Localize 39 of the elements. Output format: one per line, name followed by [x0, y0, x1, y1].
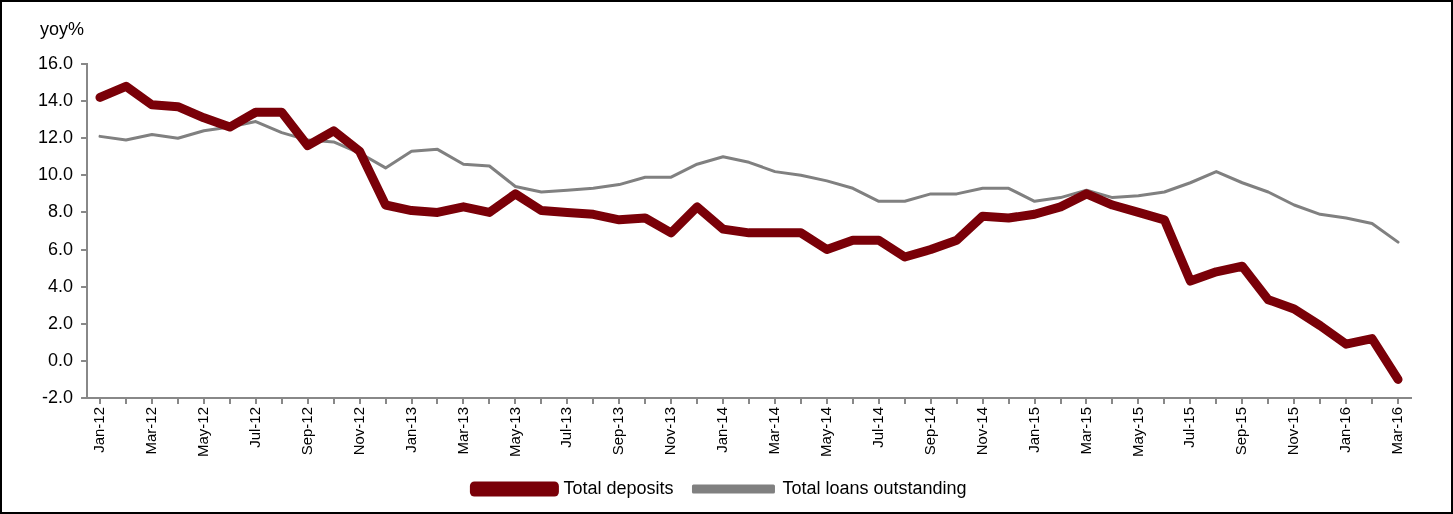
- y-tick-label: -2.0: [42, 386, 74, 407]
- x-tick-label: Jan-12: [90, 406, 108, 453]
- x-tick-label: Jul-13: [557, 406, 575, 448]
- legend-label: Total deposits: [563, 477, 674, 498]
- x-tick-label: Jul-14: [868, 406, 886, 448]
- x-tick-label: Mar-15: [1076, 406, 1094, 455]
- x-tick-label: Sep-15: [1232, 406, 1250, 456]
- x-tick-label: Mar-12: [142, 406, 160, 455]
- x-tick-label: Jan-16: [1336, 406, 1354, 453]
- x-tick-label: Sep-12: [297, 406, 315, 456]
- x-tick-label: May-13: [505, 406, 523, 458]
- x-tick-label: Jul-15: [1180, 406, 1198, 448]
- x-tick-label: May-15: [1128, 406, 1146, 458]
- y-axis-title: yoy%: [40, 18, 85, 39]
- y-tick-label: 4.0: [48, 275, 74, 296]
- x-tick-label: Sep-14: [920, 406, 938, 456]
- y-tick-label: 16.0: [37, 52, 74, 73]
- x-tick-label: Mar-14: [765, 406, 783, 455]
- x-tick-label: May-12: [193, 406, 211, 458]
- x-tick-label: Jul-12: [245, 406, 263, 448]
- x-tick-label: Jan-15: [1024, 406, 1042, 453]
- x-tick-label: Nov-14: [972, 406, 990, 456]
- x-tick-label: Nov-13: [661, 406, 679, 456]
- x-tick-label: Jan-14: [713, 406, 731, 453]
- y-tick-label: 12.0: [37, 127, 74, 148]
- x-tick-label: Sep-13: [609, 406, 627, 456]
- x-tick-label: Nov-12: [349, 406, 367, 456]
- x-tick-label: Mar-16: [1388, 406, 1406, 455]
- x-tick-label: Mar-13: [453, 406, 471, 455]
- y-tick-label: 2.0: [48, 312, 74, 333]
- x-tick-label: Jan-13: [401, 406, 419, 453]
- legend-label: Total loans outstanding: [782, 477, 967, 498]
- x-tick-label: May-14: [817, 406, 835, 458]
- y-tick-label: 10.0: [37, 164, 74, 185]
- y-tick-label: 0.0: [48, 349, 74, 370]
- y-tick-label: 6.0: [48, 238, 74, 259]
- x-tick-label: Nov-15: [1284, 406, 1302, 456]
- y-tick-label: 8.0: [48, 201, 74, 222]
- y-tick-label: 14.0: [37, 90, 74, 111]
